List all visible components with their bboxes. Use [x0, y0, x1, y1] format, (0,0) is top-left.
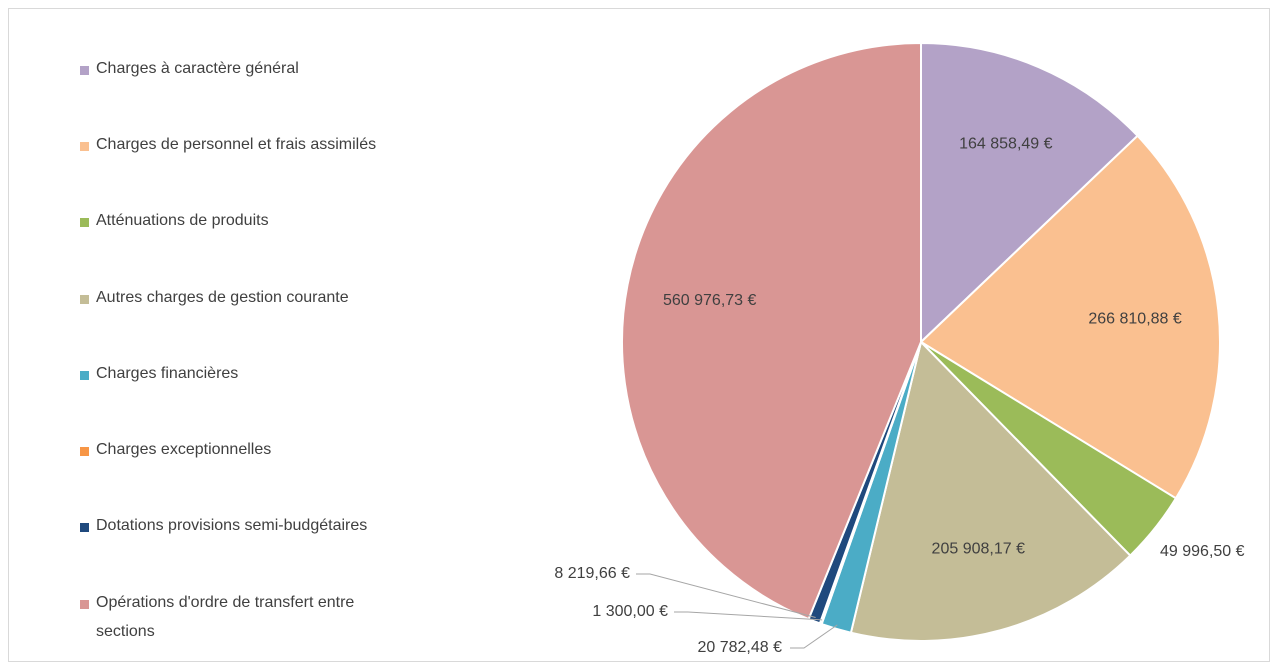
legend-swatch — [80, 523, 89, 532]
legend-item: Charges exceptionnelles — [80, 441, 271, 464]
legend-item: Autres charges de gestion courante — [80, 289, 349, 312]
legend-swatch — [80, 142, 89, 151]
leader-line — [636, 573, 816, 619]
data-label: 560 976,73 € — [663, 292, 757, 309]
legend-label: Dotations provisions semi-budgétaires — [96, 517, 368, 534]
legend-label: Opérations d'ordre de transfert entre se… — [96, 594, 355, 640]
data-label: 164 858,49 € — [959, 135, 1053, 152]
pie-slice — [849, 340, 1132, 642]
legend-swatch — [80, 371, 89, 380]
legend-item: Dotations provisions semi-budgétaires — [80, 517, 367, 540]
legend-label: Charges exceptionnelles — [96, 441, 272, 458]
legend-swatch — [80, 66, 89, 75]
legend-label: Charges de personnel et frais assimilés — [96, 136, 377, 153]
legend-swatch — [80, 295, 89, 304]
legend-swatch — [80, 218, 89, 227]
pie-slice — [919, 134, 1221, 500]
legend-label: Charges à caractère général — [96, 60, 299, 77]
legend-item: Charges à caractère général — [80, 60, 299, 83]
leader-line — [674, 611, 823, 621]
legend-swatch — [80, 447, 89, 456]
legend-item: Charges de personnel et frais assimilés — [80, 136, 376, 159]
pie-slice — [920, 41, 1139, 345]
legend-item: Opérations d'ordre de transfert entre se… — [80, 594, 386, 646]
legend-label: Atténuations de produits — [96, 212, 269, 229]
legend-item: Charges financières — [80, 365, 238, 388]
chart-frame — [8, 8, 1270, 662]
data-label: 8 219,66 € — [554, 565, 630, 582]
data-label: 266 810,88 € — [1088, 311, 1182, 328]
data-label: 1 300,00 € — [592, 603, 668, 620]
legend-label: Charges financières — [96, 365, 239, 382]
data-label: 205 908,17 € — [932, 541, 1026, 558]
data-label: 20 782,48 € — [697, 639, 782, 656]
legend-swatch — [80, 600, 89, 609]
legend-label: Autres charges de gestion courante — [96, 289, 349, 306]
legend-item: Atténuations de produits — [80, 212, 269, 235]
leader-line — [790, 624, 838, 649]
data-label: 49 996,50 € — [1160, 543, 1245, 560]
pie-slice — [621, 41, 922, 621]
